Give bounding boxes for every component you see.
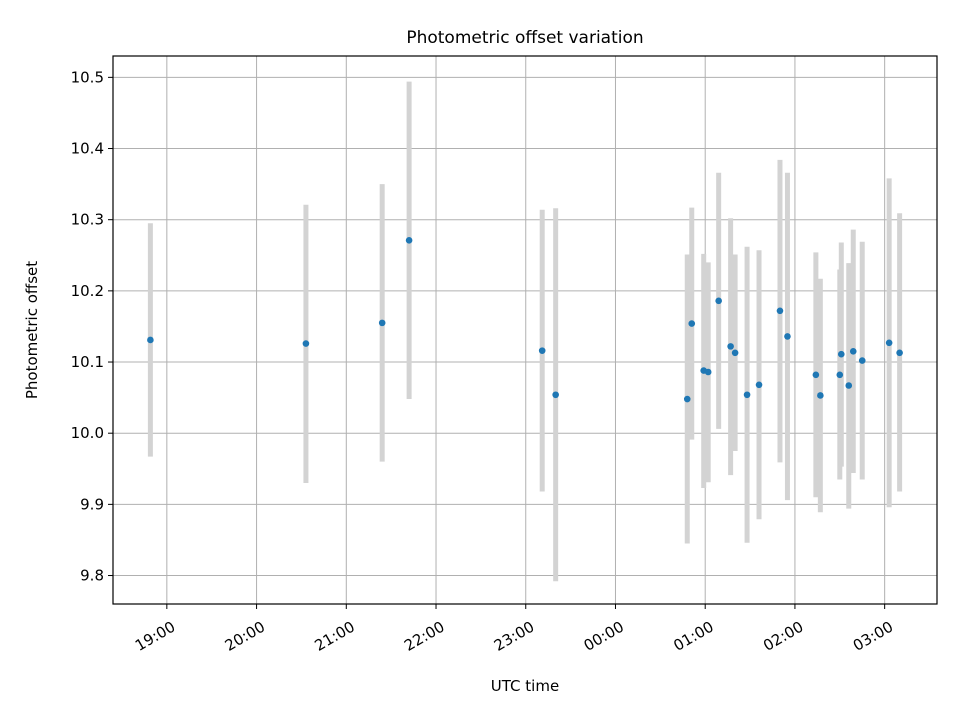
y-tick-label: 9.9 [80,495,104,513]
data-point [743,391,751,399]
data-point [704,368,712,376]
data-point [784,333,791,340]
plot-frame [112,55,938,605]
data-point [727,343,734,350]
data-point [845,382,853,389]
y-tick-label: 10.3 [71,211,104,229]
data-point [858,357,866,364]
data-point [552,391,559,399]
data-point [837,350,845,358]
chart-title: Photometric offset variation [406,28,643,48]
data-point [731,349,739,357]
data-point [378,319,386,327]
y-tick-label: 9.8 [80,567,104,585]
data-point [885,339,893,347]
y-tick-label: 10.5 [71,68,104,86]
y-tick-label: 10.0 [71,424,104,442]
y-tick-label: 10.1 [71,353,104,371]
data-point [538,347,546,354]
y-axis-ticks: 9.8 9.9 10.0 10.1 10.2 10.3 10.4 10.5 [71,68,113,585]
data-point [817,392,824,399]
data-point [688,320,696,327]
data-point [896,349,903,357]
y-tick-label: 10.4 [71,140,104,158]
data-point [812,371,820,379]
data-point [147,336,154,344]
data-point [405,237,413,244]
data-points [147,237,903,403]
data-point [302,340,310,347]
y-tick-label: 10.2 [71,282,104,300]
data-point [755,381,763,389]
y-axis-label: Photometric offset [23,261,41,399]
data-point [715,297,722,305]
data-point [836,371,844,379]
data-point [849,348,857,355]
grid [113,56,937,604]
data-point [683,395,691,403]
data-point [776,307,784,315]
x-axis-label: UTC time [491,677,559,695]
